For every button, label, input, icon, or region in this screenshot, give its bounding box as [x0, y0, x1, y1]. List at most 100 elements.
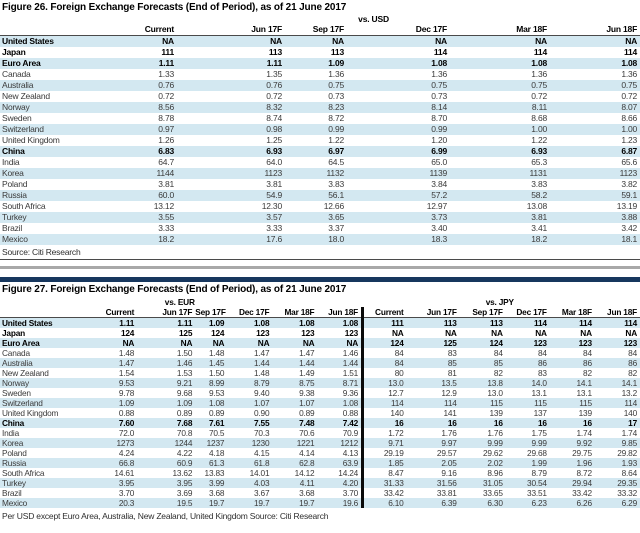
value-cell: 1.72 — [361, 428, 407, 438]
row-label: South Africa — [2, 201, 46, 211]
value-cell: 3.84 — [431, 179, 447, 189]
value-cell: 7.68 — [137, 418, 196, 428]
value-cell: 4.14 — [299, 448, 315, 458]
value-cell: 1.22 — [328, 135, 344, 145]
value-cell: 0.99 — [285, 124, 347, 135]
value-cell: 59.1 — [550, 190, 640, 201]
value-cell: 33.81 — [436, 488, 457, 498]
value-cell: 8.14 — [347, 102, 450, 113]
value-cell: 113 — [268, 47, 282, 57]
value-cell: 3.81 — [266, 179, 282, 189]
value-cell: 0.89 — [208, 408, 225, 418]
value-cell: 82 — [628, 368, 637, 378]
value-cell: 13.2 — [621, 388, 638, 398]
column-header: Jun 17F — [406, 307, 460, 318]
value-cell: 8.78 — [158, 113, 174, 123]
value-cell: 6.97 — [285, 146, 347, 157]
value-cell: 1.09 — [195, 317, 228, 328]
value-cell: 0.75 — [347, 80, 450, 91]
value-cell: 8.71 — [317, 378, 363, 388]
value-cell: 1.50 — [176, 348, 193, 358]
value-cell: NA — [285, 35, 347, 47]
value-cell: 6.99 — [347, 146, 450, 157]
value-cell: 1.22 — [531, 135, 547, 145]
table-row: South Africa 13.12 12.30 12.66 12.97 13.08 13.… — [0, 201, 640, 212]
table-row: Turkey 3.55 3.57 3.65 3.73 3.81 3.88 — [0, 212, 640, 223]
value-cell: 3.88 — [550, 212, 640, 223]
row-label: Euro Area — [0, 58, 110, 69]
value-cell: 6.93 — [450, 146, 550, 157]
value-cell: 141 — [443, 408, 457, 418]
value-cell: 3.95 — [85, 478, 138, 488]
row-label: Korea — [0, 168, 110, 179]
value-cell: 19.7 — [195, 498, 228, 508]
row-label: United Kingdom — [2, 135, 60, 145]
value-cell: 17.6 — [177, 234, 285, 245]
value-cell: 9.40 — [254, 388, 270, 398]
value-cell: 0.75 — [285, 80, 347, 91]
value-cell: 8.70 — [431, 113, 447, 123]
section-divider — [0, 266, 640, 269]
value-cell: NA — [85, 338, 138, 348]
figure27-footnote: Per USD except Euro Area, Australia, New… — [2, 511, 329, 521]
row-label: India — [2, 157, 20, 167]
column-group-label — [0, 15, 110, 24]
value-cell: 9.99 — [505, 438, 550, 448]
value-cell: 123 — [549, 338, 595, 348]
value-cell: 1.44 — [272, 358, 318, 368]
row-label: Euro Area — [0, 338, 86, 348]
value-cell: 4.20 — [317, 478, 363, 488]
value-cell: 19.6 — [317, 498, 363, 508]
value-cell: 8.47 — [361, 468, 407, 478]
value-cell: 30.54 — [505, 478, 550, 488]
value-cell: 8.99 — [195, 378, 228, 388]
value-cell: 16 — [406, 418, 460, 428]
value-cell: 70.5 — [208, 428, 225, 438]
table-row: Poland 4.24 4.22 4.18 4.15 4.14 4.13 29.19 29.57… — [0, 448, 640, 458]
value-cell: 12.66 — [323, 201, 344, 211]
value-cell: 1.11 — [137, 317, 196, 328]
value-cell: 3.99 — [195, 478, 228, 488]
value-cell: 123 — [256, 328, 270, 338]
value-cell: 3.57 — [177, 212, 285, 223]
value-cell: 14.12 — [294, 468, 315, 478]
value-cell: 29.19 — [361, 448, 407, 458]
value-cell: 18.2 — [450, 234, 550, 245]
value-cell: 29.68 — [527, 448, 547, 458]
table-row: Turkey 3.95 3.95 3.99 4.03 4.11 4.20 31.33 31.56… — [0, 478, 640, 488]
table-row: Korea 1144 1123 1132 1139 1131 1123 — [0, 168, 640, 179]
value-cell: 1.11 — [85, 317, 138, 328]
value-cell: 8.75 — [272, 378, 318, 388]
value-cell: 113 — [330, 47, 344, 57]
value-cell: 6.30 — [459, 498, 506, 508]
column-header: Jun 17F — [177, 24, 285, 36]
value-cell: 18.2 — [110, 234, 177, 245]
value-cell: 125 — [406, 338, 460, 348]
value-cell: 1212 — [317, 438, 363, 448]
column-header: Current — [110, 24, 177, 36]
row-label: Japan — [2, 47, 26, 57]
value-cell: 1.54 — [118, 368, 135, 378]
value-cell: 1.36 — [621, 69, 638, 79]
value-cell: 1.26 — [158, 135, 174, 145]
row-label: Mexico — [0, 498, 86, 508]
value-cell: 1.48 — [254, 368, 270, 378]
row-label: China — [0, 146, 110, 157]
value-cell: 14.61 — [114, 468, 135, 478]
value-cell: 1.75 — [531, 428, 547, 438]
value-cell: 12.97 — [426, 201, 447, 211]
value-cell: 4.13 — [342, 448, 359, 458]
row-label: India — [2, 428, 19, 438]
value-cell: 1139 — [347, 168, 450, 179]
fx-forecast-table-vs-usd: vs. USD Current Jun 17F Sep 17F Dec 17F Mar 1… — [0, 15, 640, 245]
value-cell: 13.19 — [616, 201, 638, 211]
value-cell: 9.78 — [118, 388, 135, 398]
value-cell: NA — [491, 328, 503, 338]
value-cell: 115 — [459, 398, 506, 408]
value-cell: 1.48 — [208, 348, 225, 358]
value-cell: 1.00 — [550, 124, 640, 135]
value-cell: 12.9 — [441, 388, 457, 398]
value-cell: 29.57 — [436, 448, 457, 458]
value-cell: 1237 — [195, 438, 228, 448]
value-cell: 1.47 — [85, 358, 138, 368]
